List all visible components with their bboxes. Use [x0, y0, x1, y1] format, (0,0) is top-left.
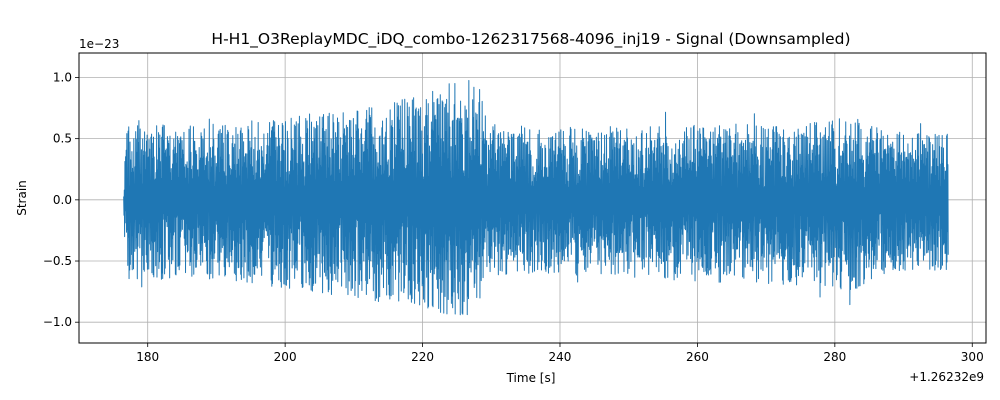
x-tick-label: 220 — [411, 350, 434, 364]
y-tick-label: 0.0 — [53, 193, 72, 207]
y-scale-label: 1e−23 — [79, 37, 119, 51]
x-axis-label: Time [s] — [506, 371, 556, 385]
y-tick-label: 1.0 — [53, 70, 72, 84]
x-tick-label: 300 — [961, 350, 984, 364]
x-axis: 180 200 220 240 260 280 300 — [136, 343, 984, 364]
x-tick-label: 200 — [274, 350, 297, 364]
x-tick-label: 260 — [686, 350, 709, 364]
x-offset-label: +1.26232e9 — [909, 370, 984, 384]
y-tick-label: 0.5 — [53, 132, 72, 146]
signal-series-line — [123, 79, 949, 316]
x-tick-label: 240 — [549, 350, 572, 364]
x-tick-label: 180 — [136, 350, 159, 364]
chart-title: H-H1_O3ReplayMDC_iDQ_combo-1262317568-40… — [211, 30, 850, 49]
plot-frame — [78, 52, 987, 344]
x-tick-label: 280 — [823, 350, 846, 364]
y-tick-label: −1.0 — [43, 315, 72, 329]
y-axis-label: Strain — [15, 180, 29, 216]
series-line-layer — [123, 79, 949, 316]
y-axis: −1.0 −0.5 0.0 0.5 1.0 — [43, 70, 79, 329]
y-tick-label: −0.5 — [43, 254, 72, 268]
